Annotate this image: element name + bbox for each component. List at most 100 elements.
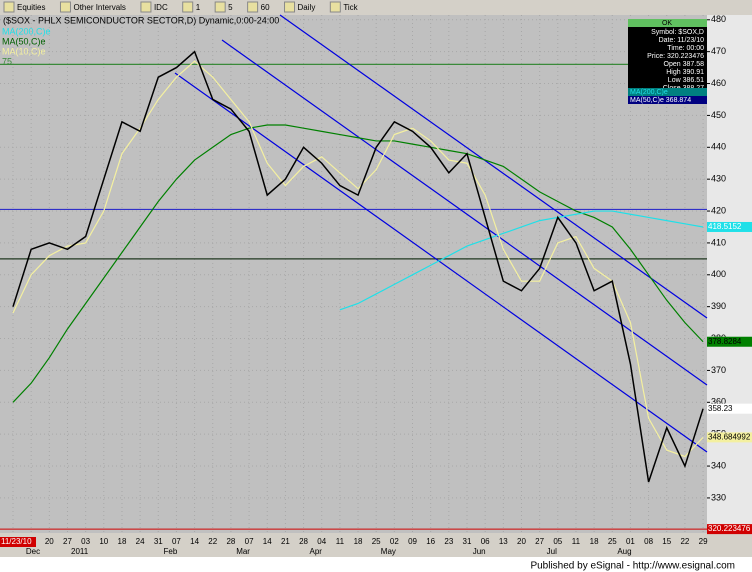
- month-label: Dec: [26, 547, 40, 556]
- info-title-bar: [628, 19, 707, 27]
- info-title: OK: [662, 20, 672, 27]
- toolbar-button[interactable]: [214, 1, 226, 13]
- x-tick-label: 27: [535, 537, 544, 546]
- toolbar-label[interactable]: Equities: [17, 3, 45, 12]
- x-tick-label: 14: [263, 537, 272, 546]
- x-tick-label: 22: [680, 537, 689, 546]
- toolbar-label[interactable]: 5: [228, 3, 233, 12]
- price-label: 320.223476: [708, 524, 751, 533]
- series-line: [12, 60, 704, 458]
- right-axis: [707, 15, 752, 533]
- last-value-label: 348.684992: [708, 432, 751, 441]
- toolbar-label[interactable]: 60: [261, 3, 270, 12]
- series-line: [12, 124, 704, 403]
- x-tick-label: 08: [644, 537, 653, 546]
- y-tick-label: 440: [711, 142, 726, 152]
- info-row: Date: 11/23/10: [659, 37, 705, 44]
- legend-entry: MA(200,C)e: [2, 26, 51, 36]
- x-tick-label: 03: [81, 537, 90, 546]
- toolbar-label[interactable]: Tick: [343, 3, 358, 12]
- month-label: Jun: [473, 547, 486, 556]
- date-label-bg: [0, 537, 36, 547]
- month-label: Jul: [547, 547, 557, 556]
- x-tick-label: 25: [608, 537, 617, 546]
- x-tick-label: 15: [662, 537, 671, 546]
- footer: Published by eSignal - http://www.esigna…: [530, 561, 735, 572]
- date-label: 11/23/10: [1, 537, 32, 546]
- info-ma-bg: [628, 96, 707, 104]
- month-label: Mar: [236, 547, 250, 556]
- x-tick-label: 20: [517, 537, 526, 546]
- x-tick-label: 18: [118, 537, 127, 546]
- month-label: May: [381, 547, 396, 556]
- y-tick-label: 450: [711, 110, 726, 120]
- last-value-label: 378.8284: [708, 337, 742, 346]
- info-ma-bg: [628, 88, 707, 96]
- x-tick-label: 06: [481, 537, 490, 546]
- month-label: 2011: [71, 547, 89, 556]
- x-tick-label: 01: [626, 537, 635, 546]
- month-label: Feb: [164, 547, 178, 556]
- y-tick-label: 430: [711, 174, 726, 184]
- last-value-bg: [707, 221, 752, 232]
- y-tick-label: 330: [711, 492, 726, 502]
- last-value-bg: [707, 336, 752, 347]
- info-row: Symbol: $SOX,D: [651, 29, 704, 36]
- last-value-label: 418.5152: [708, 222, 742, 231]
- price-label-bg: [707, 524, 752, 535]
- x-tick-label: 07: [245, 537, 254, 546]
- plot-area: [0, 15, 707, 533]
- toolbar-button[interactable]: [3, 1, 15, 13]
- channel-line: [174, 72, 708, 453]
- x-tick-label: 27: [63, 537, 72, 546]
- x-tick-label: 28: [299, 537, 308, 546]
- toolbar-button[interactable]: [284, 1, 296, 13]
- toolbar-label[interactable]: Other Intervals: [73, 3, 125, 12]
- toolbar-button[interactable]: [329, 1, 341, 13]
- info-row: High 390.91: [666, 69, 704, 76]
- chart-title: ($SOX - PHLX SEMICONDUCTOR SECTOR,D) Dyn…: [3, 15, 279, 25]
- channel-line: [279, 14, 708, 319]
- footer-bar: [0, 557, 752, 572]
- series-line: [339, 210, 704, 311]
- info-ma-row: MA(200,C)e: [630, 89, 668, 96]
- month-label: Aug: [617, 547, 631, 556]
- info-row: Open 387.58: [664, 61, 705, 68]
- x-tick-label: 31: [463, 537, 472, 546]
- y-tick-label: 460: [711, 78, 726, 88]
- x-tick-label: 09: [408, 537, 417, 546]
- toolbar-label[interactable]: 1: [196, 3, 201, 12]
- x-tick-label: 22: [208, 537, 217, 546]
- month-label: Apr: [309, 547, 322, 556]
- x-tick-label: 21: [281, 537, 290, 546]
- last-value-bg: [707, 403, 752, 414]
- y-tick-label: 410: [711, 237, 726, 247]
- x-tick-label: 04: [317, 537, 326, 546]
- x-tick-label: 28: [226, 537, 235, 546]
- x-tick-label: 18: [354, 537, 363, 546]
- toolbar-button[interactable]: [247, 1, 259, 13]
- x-tick-label: 29: [699, 537, 708, 546]
- x-tick-label: 25: [372, 537, 381, 546]
- toolbar-button[interactable]: [59, 1, 71, 13]
- x-tick-label: 14: [190, 537, 199, 546]
- x-tick-label: 10: [99, 537, 108, 546]
- toolbar-button[interactable]: [140, 1, 152, 13]
- y-tick-label: 480: [711, 14, 726, 24]
- y-tick-label: 390: [711, 301, 726, 311]
- y-tick-label: 400: [711, 269, 726, 279]
- legend-entry: 75: [2, 56, 12, 66]
- y-tick-label: 420: [711, 205, 726, 215]
- x-tick-label: 18: [590, 537, 599, 546]
- toolbar-button[interactable]: [182, 1, 194, 13]
- y-tick-label: 370: [711, 365, 726, 375]
- y-tick-label: 470: [711, 46, 726, 56]
- x-tick-label: 11: [336, 537, 345, 546]
- x-tick-label: 31: [154, 537, 163, 546]
- info-ma-row: MA(50,C)e 368.874: [630, 97, 691, 104]
- x-tick-label: 11: [572, 537, 581, 546]
- toolbar-label[interactable]: IDC: [154, 3, 168, 12]
- y-tick-label: 340: [711, 460, 726, 470]
- y-tick-label: 360: [711, 397, 726, 407]
- toolbar-label[interactable]: Daily: [298, 3, 316, 12]
